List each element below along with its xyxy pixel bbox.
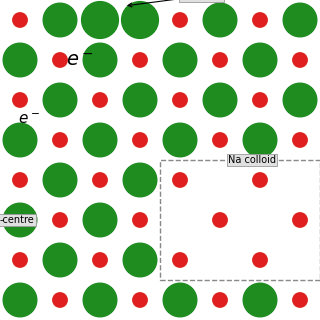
Circle shape: [173, 93, 187, 107]
Circle shape: [53, 213, 67, 227]
Circle shape: [43, 3, 77, 37]
Circle shape: [93, 173, 107, 187]
Circle shape: [13, 13, 27, 27]
Circle shape: [253, 93, 267, 107]
Circle shape: [133, 213, 147, 227]
Circle shape: [293, 133, 307, 147]
Circle shape: [3, 283, 37, 317]
Circle shape: [203, 83, 237, 117]
Text: $e^-$: $e^-$: [18, 113, 40, 127]
Circle shape: [3, 43, 37, 77]
Circle shape: [3, 203, 37, 237]
Circle shape: [213, 53, 227, 67]
Circle shape: [213, 133, 227, 147]
Circle shape: [243, 283, 277, 317]
Circle shape: [43, 243, 77, 277]
Circle shape: [93, 93, 107, 107]
Circle shape: [122, 2, 158, 38]
Circle shape: [53, 293, 67, 307]
Bar: [160, 160, 320, 280]
Text: H-centre: H-centre: [128, 0, 222, 7]
Circle shape: [213, 213, 227, 227]
Circle shape: [163, 283, 197, 317]
Circle shape: [123, 163, 157, 197]
Circle shape: [13, 173, 27, 187]
Circle shape: [163, 43, 197, 77]
Circle shape: [53, 53, 67, 67]
Text: -centre: -centre: [0, 215, 35, 225]
Circle shape: [173, 173, 187, 187]
Circle shape: [133, 53, 147, 67]
Circle shape: [13, 253, 27, 267]
Circle shape: [83, 43, 117, 77]
Circle shape: [82, 2, 118, 38]
Circle shape: [283, 83, 317, 117]
Circle shape: [53, 133, 67, 147]
Circle shape: [253, 253, 267, 267]
Circle shape: [3, 123, 37, 157]
Circle shape: [293, 213, 307, 227]
Circle shape: [83, 203, 117, 237]
Circle shape: [213, 293, 227, 307]
Circle shape: [43, 163, 77, 197]
Circle shape: [163, 123, 197, 157]
Circle shape: [253, 173, 267, 187]
Circle shape: [293, 53, 307, 67]
Circle shape: [123, 83, 157, 117]
Circle shape: [283, 3, 317, 37]
Circle shape: [13, 93, 27, 107]
Circle shape: [243, 123, 277, 157]
Circle shape: [83, 283, 117, 317]
Circle shape: [93, 253, 107, 267]
Circle shape: [83, 123, 117, 157]
Circle shape: [43, 83, 77, 117]
Text: $e^-$: $e^-$: [66, 51, 94, 69]
Circle shape: [253, 13, 267, 27]
Circle shape: [173, 253, 187, 267]
Circle shape: [123, 243, 157, 277]
Circle shape: [203, 3, 237, 37]
Circle shape: [173, 13, 187, 27]
Text: Na colloid: Na colloid: [228, 155, 276, 165]
Circle shape: [133, 293, 147, 307]
Circle shape: [293, 293, 307, 307]
Circle shape: [133, 133, 147, 147]
Circle shape: [243, 43, 277, 77]
